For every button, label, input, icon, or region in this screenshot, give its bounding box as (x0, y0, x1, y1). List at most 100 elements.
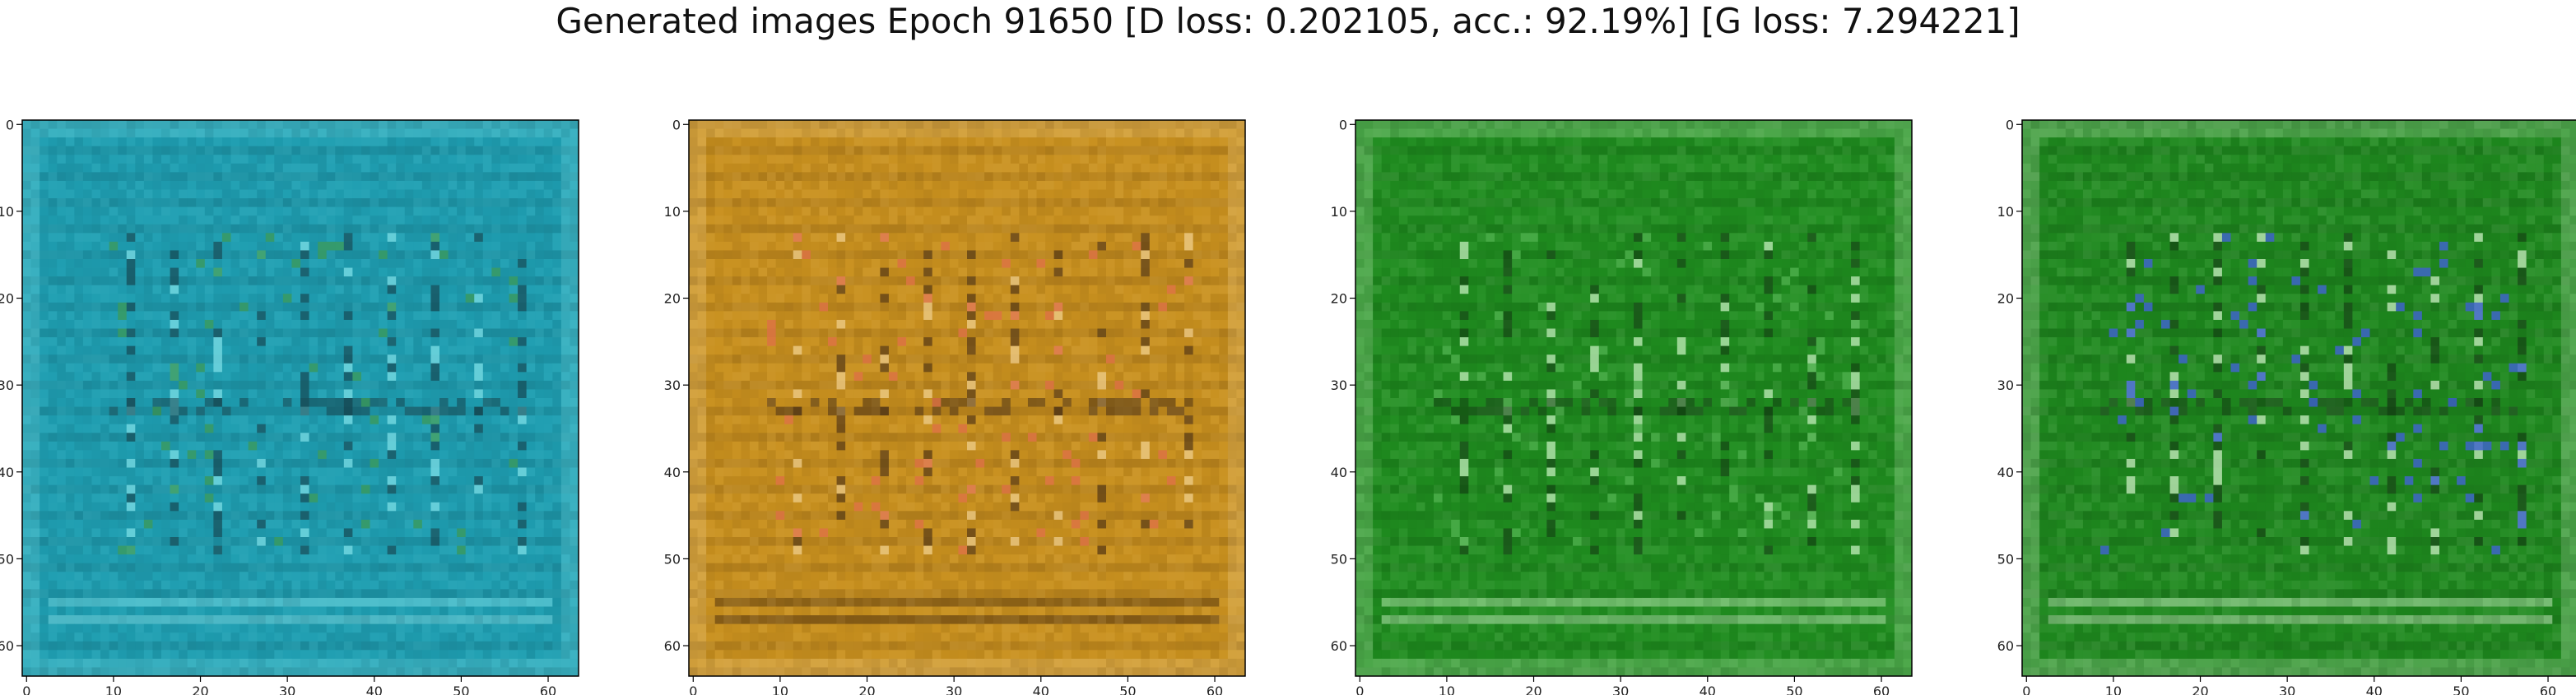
image-pixel (335, 537, 344, 546)
image-pixel (759, 129, 768, 138)
image-pixel (257, 563, 266, 572)
image-pixel (118, 190, 127, 199)
image-pixel (706, 155, 715, 164)
image-pixel (466, 198, 475, 207)
image-pixel (388, 485, 397, 494)
image-pixel (457, 459, 466, 468)
image-pixel (170, 364, 179, 373)
image-pixel (291, 624, 300, 633)
image-pixel (161, 607, 170, 616)
image-pixel (491, 511, 500, 520)
image-pixel (83, 511, 92, 520)
image-pixel (527, 598, 536, 607)
image-pixel (188, 389, 197, 398)
image-pixel (179, 667, 188, 676)
image-pixel (1211, 146, 1220, 155)
image-pixel (422, 485, 431, 494)
image-pixel (40, 433, 49, 442)
image-pixel (422, 528, 431, 537)
image-pixel (300, 589, 309, 598)
image-pixel (352, 303, 361, 312)
image-pixel (118, 181, 127, 190)
image-pixel (1002, 137, 1011, 146)
image-pixel (249, 311, 258, 320)
image-pixel (327, 415, 336, 424)
image-pixel (405, 285, 414, 294)
image-pixel (196, 155, 205, 164)
image-pixel (561, 468, 570, 477)
y-tick-label: 10 (0, 204, 14, 220)
image-pixel (1150, 181, 1159, 190)
image-pixel (327, 329, 336, 338)
image-pixel (500, 581, 509, 590)
image-pixel (283, 250, 292, 259)
image-pixel (109, 607, 119, 616)
image-pixel (352, 572, 361, 581)
image-pixel (422, 233, 431, 242)
image-pixel (144, 407, 153, 416)
image-pixel (352, 354, 361, 364)
image-pixel (179, 415, 188, 424)
image-pixel (544, 537, 553, 546)
image-pixel (819, 225, 828, 234)
image-pixel (544, 407, 553, 416)
image-pixel (396, 381, 405, 390)
image-pixel (1089, 120, 1098, 129)
image-pixel (309, 607, 319, 616)
image-pixel (291, 433, 300, 442)
image-pixel (845, 207, 854, 216)
image-pixel (135, 268, 144, 277)
image-pixel (66, 624, 75, 633)
image-pixel (231, 520, 240, 529)
image-pixel (22, 442, 31, 451)
image-pixel (552, 215, 561, 225)
image-pixel (509, 276, 518, 285)
image-pixel (405, 198, 414, 207)
image-pixel (109, 276, 119, 285)
image-pixel (509, 537, 518, 546)
image-pixel (396, 329, 405, 338)
image-pixel (1228, 172, 1237, 181)
image-pixel (1123, 198, 1132, 207)
image-pixel (491, 589, 500, 598)
image-pixel (544, 346, 553, 355)
image-pixel (66, 389, 75, 398)
image-pixel (405, 554, 414, 563)
image-pixel (170, 294, 179, 303)
image-pixel (344, 233, 353, 242)
image-pixel (535, 485, 544, 494)
image-pixel (950, 120, 959, 129)
image-pixel (561, 476, 570, 485)
image-pixel (222, 546, 231, 555)
image-pixel (413, 528, 422, 537)
image-pixel (466, 233, 475, 242)
image-pixel (854, 190, 863, 199)
image-pixel (49, 407, 58, 416)
image-pixel (706, 198, 715, 207)
image-pixel (344, 572, 353, 581)
image-pixel (31, 137, 40, 146)
image-pixel (135, 137, 144, 146)
image-pixel (179, 311, 188, 320)
image-pixel (66, 572, 75, 581)
image-pixel (300, 129, 309, 138)
image-pixel (127, 511, 136, 520)
image-pixel (715, 146, 724, 155)
image-pixel (500, 659, 509, 668)
image-pixel (231, 164, 240, 173)
image-pixel (474, 172, 483, 181)
image-pixel (266, 650, 275, 659)
image-pixel (309, 589, 319, 598)
image-pixel (74, 225, 83, 234)
image-pixel (1141, 172, 1150, 181)
image-pixel (1184, 207, 1193, 216)
image-pixel (196, 294, 205, 303)
image-pixel (750, 233, 759, 242)
image-pixel (109, 268, 119, 277)
image-pixel (127, 450, 136, 459)
image-pixel (793, 215, 802, 225)
image-pixel (31, 146, 40, 155)
image-pixel (40, 354, 49, 364)
image-pixel (188, 468, 197, 477)
image-pixel (239, 364, 249, 373)
